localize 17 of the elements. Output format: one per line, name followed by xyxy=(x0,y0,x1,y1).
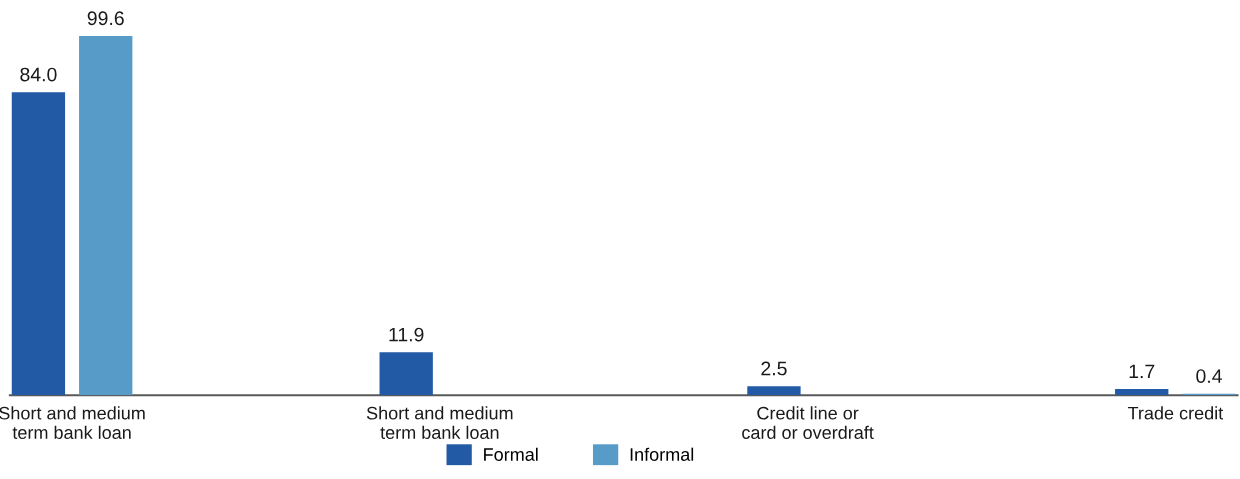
data-label: 84.0 xyxy=(20,67,57,82)
data-label: 1.7 xyxy=(1129,364,1155,379)
bar xyxy=(11,92,66,396)
x-tick-label: Short and medium term bank loan xyxy=(366,406,513,439)
x-tick-label: Trade credit xyxy=(1127,406,1224,420)
bar xyxy=(747,386,801,396)
data-label: 99.6 xyxy=(87,11,124,26)
bar xyxy=(79,35,133,396)
data-label: 11.9 xyxy=(389,327,424,342)
legend-label: Informal xyxy=(630,447,694,461)
legend-label: Formal xyxy=(484,447,538,461)
data-label: 2.5 xyxy=(761,361,787,376)
bar xyxy=(1115,389,1169,396)
x-tick-label: Short and medium term bank loan xyxy=(0,406,145,439)
x-tick-label: Credit line or card or overdraft xyxy=(742,406,874,439)
data-label: 0.4 xyxy=(1196,369,1222,383)
bar xyxy=(379,352,433,396)
